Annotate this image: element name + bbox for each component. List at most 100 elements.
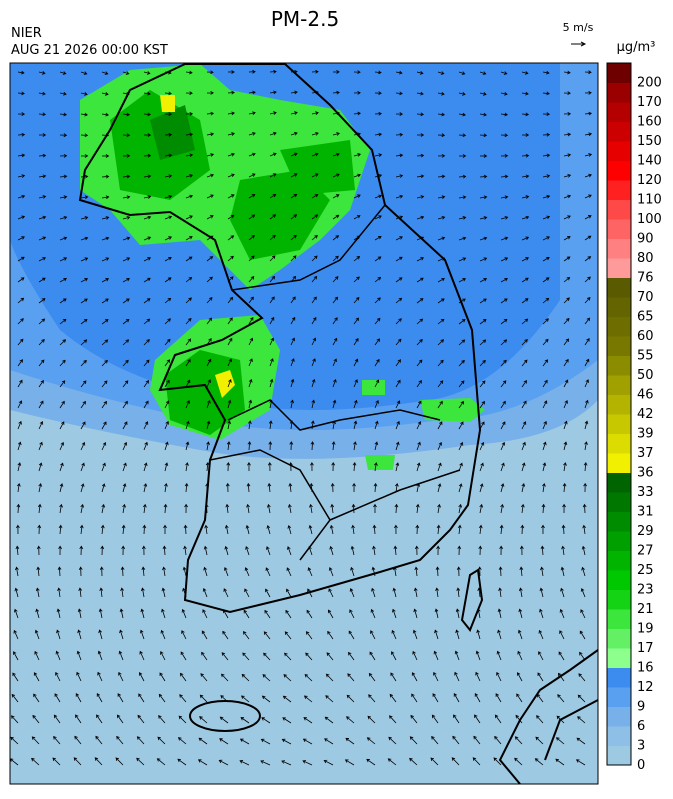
wind-arrow	[563, 358, 569, 367]
wind-arrow	[263, 652, 271, 661]
wind-arrow	[15, 566, 19, 577]
wind-arrow	[416, 359, 423, 367]
wind-arrow	[281, 738, 292, 745]
wind-arrow	[521, 359, 528, 367]
wind-arrow	[185, 194, 194, 199]
wind-arrow	[143, 174, 152, 179]
wind-arrow	[412, 650, 418, 661]
wind-arrow	[59, 277, 67, 283]
jeju	[189, 700, 261, 732]
wind-arrow	[164, 420, 169, 430]
wind-arrow	[101, 133, 110, 138]
wind-arrow	[122, 339, 130, 346]
wind-arrow	[580, 587, 586, 598]
field-25-b	[165, 350, 245, 435]
wind-arrow	[479, 257, 488, 262]
wind-arrow	[500, 421, 506, 430]
wind-arrow	[437, 359, 444, 367]
wind-arrow	[456, 566, 461, 577]
wind-arrow	[199, 716, 208, 724]
colorbar-segment	[607, 648, 631, 668]
colorbar-segment	[607, 160, 631, 181]
wind-arrow	[57, 566, 62, 577]
wind-arrow	[436, 524, 441, 535]
wind-arrow	[269, 131, 277, 136]
wind-arrow	[324, 716, 334, 724]
colorbar-segment	[607, 316, 631, 337]
wind-arrow	[395, 91, 403, 96]
wind-arrow	[394, 524, 398, 535]
wind-arrow	[80, 359, 87, 367]
wind-arrow	[80, 278, 89, 283]
wind-arrow	[97, 650, 103, 661]
wind-arrow	[118, 650, 124, 661]
wind-arrow	[288, 461, 293, 472]
wind-arrow	[479, 421, 485, 430]
wind-arrow	[458, 236, 467, 241]
field-19-c	[362, 380, 485, 470]
wind-arrow	[17, 359, 23, 367]
wind-arrow	[559, 630, 565, 640]
wind-arrow	[99, 566, 104, 577]
wind-arrow	[479, 133, 488, 138]
wind-arrow	[542, 462, 547, 472]
wind-arrow	[143, 71, 151, 75]
wind-arrow	[584, 358, 590, 367]
wind-arrow	[38, 153, 47, 158]
wind-arrow	[542, 318, 549, 325]
colorbar-label: 110	[637, 193, 662, 208]
wind-arrow	[332, 399, 337, 409]
wind-arrow	[416, 215, 425, 220]
wind-arrow	[521, 483, 526, 493]
wind-arrow	[563, 153, 572, 158]
wind-arrow	[59, 195, 68, 199]
wind-arrow	[521, 298, 529, 304]
wind-arrow	[452, 735, 460, 745]
wind-arrow	[38, 71, 46, 75]
wind-arrow	[479, 380, 486, 388]
wind-arrow	[80, 92, 88, 96]
wind-arrow	[185, 420, 190, 430]
wind-arrow	[161, 608, 166, 619]
wind-arrow	[122, 277, 130, 283]
wind-arrow	[542, 70, 550, 75]
wind-arrow	[101, 236, 110, 241]
wind-arrow	[59, 380, 66, 388]
colorbar-label: 80	[637, 251, 654, 266]
wind-arrow	[350, 545, 355, 556]
wind-arrow	[101, 174, 110, 179]
wind-arrow	[227, 194, 235, 199]
wind-arrow	[346, 716, 355, 724]
wind-arrow	[264, 609, 271, 619]
wind-arrow	[140, 608, 145, 619]
wind-arrow	[143, 421, 149, 430]
wind-arrow	[269, 111, 277, 115]
wind-arrow	[290, 111, 298, 115]
wind-arrow	[395, 215, 404, 220]
wind-arrow	[17, 194, 26, 199]
wind-arrow	[17, 70, 25, 75]
wind-arrow	[122, 91, 130, 96]
wind-arrow	[563, 462, 567, 472]
colorbar-label: 160	[637, 115, 662, 130]
wind-arrow	[497, 629, 502, 640]
wind-arrow	[542, 441, 547, 451]
wind-arrow	[122, 318, 130, 325]
wind-arrow	[242, 652, 250, 661]
wind-arrow	[290, 399, 294, 409]
wind-arrow	[247, 461, 251, 472]
wind-arrow	[521, 400, 527, 409]
wind-arrow	[77, 629, 82, 640]
wind-arrow	[38, 236, 47, 241]
wind-arrow	[374, 338, 380, 346]
wind-arrow	[542, 359, 549, 367]
wind-arrow	[392, 608, 397, 619]
wind-arrow	[578, 673, 586, 682]
wind-arrow	[122, 195, 131, 200]
wind-arrow	[563, 91, 571, 96]
wind-arrow	[101, 359, 108, 367]
wind-arrow	[17, 256, 25, 262]
wind-arrow	[521, 236, 530, 241]
wind-arrow	[391, 651, 397, 661]
colorbar-label: 36	[637, 466, 654, 481]
